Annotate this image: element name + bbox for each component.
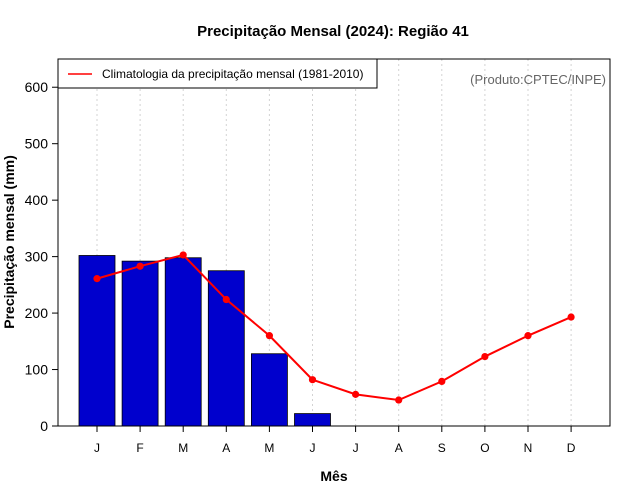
- x-tick-label: M: [264, 441, 274, 455]
- climatology-point-3: [179, 251, 187, 259]
- climatology-point-8: [395, 396, 403, 404]
- x-tick-label: N: [524, 441, 533, 455]
- credit-text: (Produto:CPTEC/INPE): [470, 72, 606, 87]
- precip-bar-5: [250, 353, 288, 427]
- precip-bar-3: [164, 257, 202, 427]
- precip-bar-4: [207, 270, 245, 427]
- climatology-point-5: [265, 332, 273, 340]
- chart-title: Precipitação Mensal (2024): Região 41: [197, 23, 469, 40]
- legend: Climatologia da precipitação mensal (198…: [57, 58, 378, 89]
- precip-bar-6: [294, 413, 331, 427]
- legend-box: [57, 58, 378, 89]
- climatology-point-2: [136, 262, 144, 270]
- x-tick-label: F: [136, 441, 143, 455]
- y-tick-label: 100: [25, 362, 49, 378]
- climatology-point-10: [481, 352, 489, 361]
- climatology-point-9: [438, 377, 446, 385]
- climatology-series: [93, 251, 575, 404]
- x-tick-label: M: [178, 441, 188, 455]
- x-tick-label: J: [310, 441, 316, 455]
- x-tick-label: J: [353, 441, 359, 455]
- climatology-line: [96, 253, 572, 402]
- y-axis: 0 100 200 300 400 500 600: [25, 79, 58, 434]
- climatology-point-1: [93, 275, 101, 283]
- y-tick-label: 300: [25, 249, 49, 265]
- y-tick-label: 600: [25, 79, 49, 95]
- x-tick-label: A: [395, 441, 403, 455]
- x-tick-label: J: [94, 441, 100, 455]
- x-tick-label: O: [480, 441, 489, 455]
- y-tick-label: 400: [25, 192, 49, 208]
- climatology-point-4: [222, 295, 230, 304]
- precip-bar-1: [78, 255, 116, 427]
- x-axis-label: Mês: [320, 468, 347, 484]
- x-tick-label: D: [567, 441, 576, 455]
- climatology-point-6: [308, 376, 317, 384]
- y-axis-label: Precipitação mensal (mm): [1, 155, 17, 329]
- y-tick-label: 200: [25, 305, 49, 321]
- precip-bar-2: [121, 260, 159, 427]
- x-tick-label: S: [438, 441, 446, 455]
- climatology-point-12: [567, 313, 575, 321]
- y-tick-label: 500: [25, 136, 49, 152]
- bar-series: [78, 255, 331, 427]
- y-tick-label: 0: [40, 418, 48, 434]
- x-tick-label: A: [222, 441, 230, 455]
- legend-entry-climatology: Climatologia da precipitação mensal (198…: [102, 67, 363, 81]
- climatology-point-11: [524, 332, 532, 340]
- climatology-point-7: [352, 390, 360, 398]
